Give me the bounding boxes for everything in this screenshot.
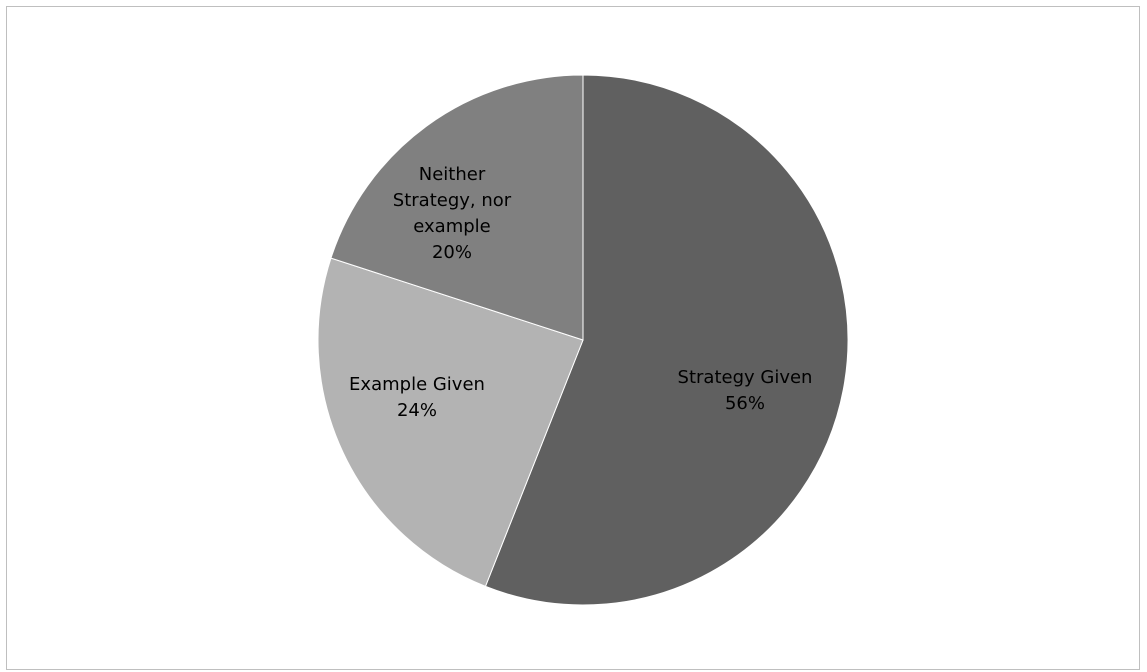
slice-label-2-line-0: Neither	[419, 164, 486, 185]
slice-label-0-line-0: Strategy Given	[678, 367, 813, 388]
slice-percent-label-1: 24%	[397, 400, 437, 421]
slice-percent-label-0: 56%	[725, 393, 765, 414]
pie-slice-neither-strategy-nor-example	[330, 74, 584, 341]
slice-label-1-line-0: Example Given	[349, 374, 485, 395]
slice-label-2-line-2: example	[413, 216, 490, 237]
slice-percent-label-2: 20%	[432, 242, 472, 263]
pie-slice-strategy-given	[484, 74, 849, 606]
slice-label-2-line-1: Strategy, nor	[393, 190, 512, 211]
pie-slice-example-given	[317, 257, 584, 588]
